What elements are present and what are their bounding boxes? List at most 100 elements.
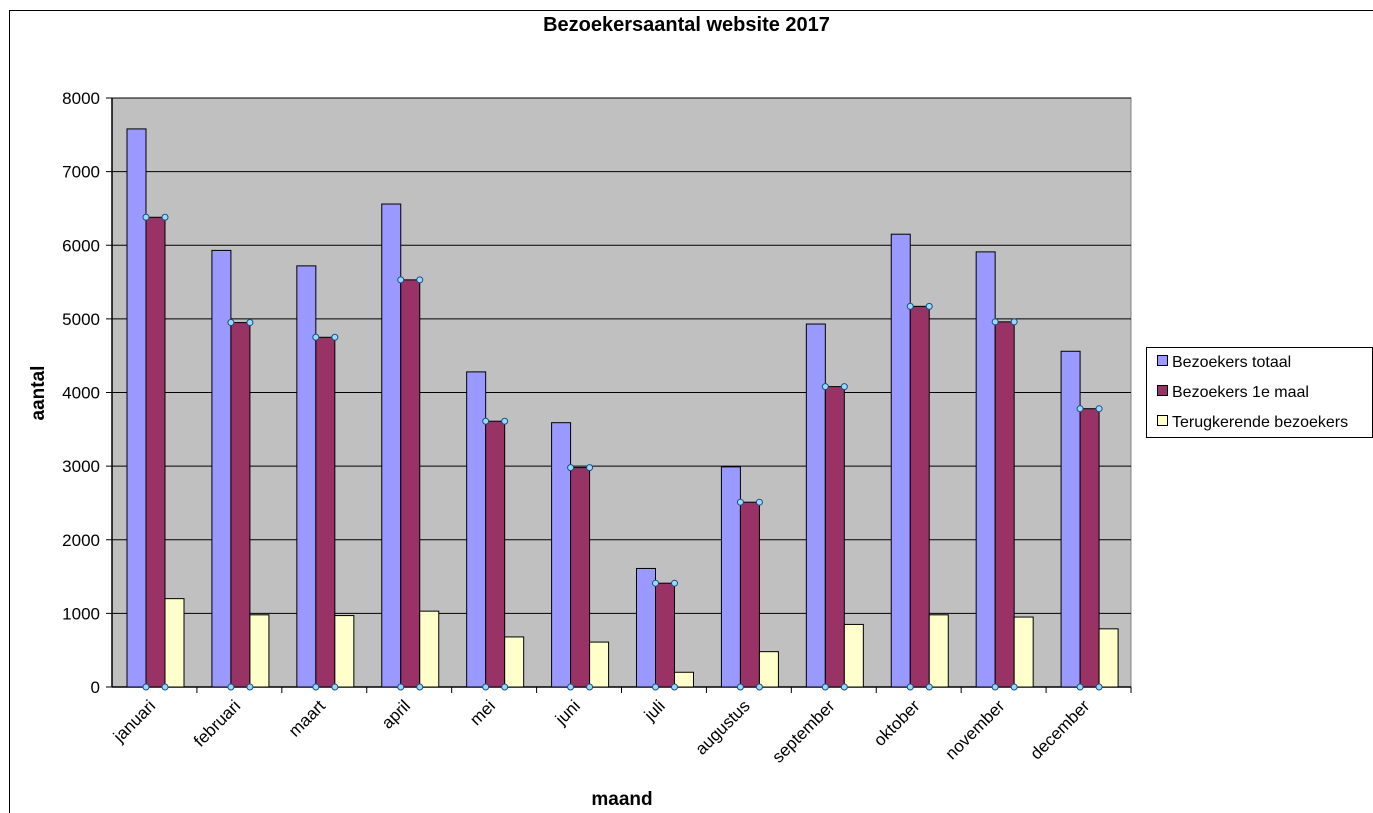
selection-handle — [1076, 683, 1084, 691]
selection-handle — [840, 683, 848, 691]
bar — [655, 582, 675, 688]
bar — [805, 323, 826, 688]
x-tick-label: maart — [285, 696, 329, 740]
selection-handle — [925, 683, 933, 691]
selection-handle — [991, 318, 999, 326]
bar — [381, 203, 402, 688]
selection-handle — [840, 383, 848, 391]
y-tick-label: 4000 — [62, 384, 100, 403]
legend-swatch-1e-maal — [1157, 385, 1168, 396]
bar — [975, 251, 996, 688]
bar — [570, 467, 591, 688]
selection-handle — [482, 417, 490, 425]
y-tick-label: 5000 — [62, 310, 100, 329]
selection-handle — [246, 683, 254, 691]
legend-label: Bezoekers totaal — [1172, 354, 1292, 371]
bar — [1098, 628, 1119, 688]
selection-handle — [416, 683, 424, 691]
selection-handle — [482, 683, 490, 691]
bar — [1013, 616, 1034, 688]
selection-handle — [142, 213, 150, 221]
legend-item-terugkerend: Terugkerende bezoekers — [1157, 414, 1348, 436]
bar — [504, 636, 525, 688]
selection-handle — [142, 683, 150, 691]
bar — [334, 615, 355, 688]
selection-handle — [821, 383, 829, 391]
bar — [1060, 350, 1081, 688]
chart-title: Bezoekersaantal website 2017 — [543, 14, 830, 36]
bar — [636, 567, 656, 688]
selection-handle — [567, 683, 575, 691]
bar — [249, 614, 270, 688]
selection-handle — [736, 683, 744, 691]
bar — [843, 623, 864, 688]
selection-handle — [652, 579, 659, 587]
legend-label: Terugkerende bezoekers — [1172, 414, 1349, 431]
bar — [230, 322, 251, 688]
bar — [1079, 408, 1100, 688]
selection-handle — [1010, 683, 1018, 691]
selection-handle — [586, 683, 594, 691]
x-tick-label: december — [1026, 696, 1093, 763]
bar — [551, 422, 572, 688]
bar — [994, 321, 1015, 688]
bar — [720, 466, 741, 688]
y-axis-label: aantal — [28, 366, 49, 421]
selection-handle — [397, 276, 405, 284]
bar — [211, 249, 232, 688]
x-tick-label: mei — [466, 696, 499, 729]
x-tick-label: september — [768, 696, 838, 766]
legend-swatch-totaal — [1157, 355, 1168, 366]
x-tick-label: november — [942, 696, 1009, 763]
y-tick-label: 6000 — [62, 236, 100, 255]
selection-handle — [501, 417, 509, 425]
bar — [296, 265, 317, 688]
selection-handle — [1076, 405, 1084, 413]
selection-handle — [1095, 683, 1103, 691]
selection-handle — [755, 683, 763, 691]
x-tick-label: oktober — [870, 696, 924, 750]
selection-handle — [501, 683, 509, 691]
bar — [145, 216, 166, 688]
selection-handle — [1095, 405, 1103, 413]
legend-label: Bezoekers 1e maal — [1172, 384, 1309, 401]
selection-handle — [671, 579, 678, 587]
y-tick-label: 8000 — [62, 89, 100, 108]
x-tick-label: juni — [551, 696, 584, 729]
x-tick-label: februari — [190, 696, 244, 750]
selection-handle — [312, 683, 320, 691]
selection-handle — [161, 683, 169, 691]
bar — [126, 128, 147, 688]
bar — [890, 233, 911, 688]
selection-handle — [736, 498, 744, 506]
y-tick-label: 3000 — [62, 457, 100, 476]
selection-handle — [246, 319, 254, 327]
selection-handle — [312, 333, 320, 341]
selection-handle — [586, 464, 594, 472]
selection-handle — [227, 319, 235, 327]
bar — [824, 386, 845, 688]
selection-handle — [227, 683, 235, 691]
x-tick-label: augustus — [691, 696, 753, 758]
bar — [909, 305, 930, 688]
selection-handle — [906, 683, 914, 691]
legend-swatch-terugkerend — [1157, 415, 1168, 426]
legend-item-1e-maal: Bezoekers 1e maal — [1157, 384, 1309, 406]
selection-handle — [161, 213, 169, 221]
x-tick-label: juli — [640, 696, 669, 725]
selection-handle — [906, 302, 914, 310]
selection-handle — [331, 333, 339, 341]
bar — [589, 641, 610, 688]
y-tick-label: 1000 — [62, 604, 100, 623]
selection-handle — [671, 683, 678, 691]
selection-handle — [1010, 318, 1018, 326]
selection-handle — [755, 498, 763, 506]
bar — [739, 501, 760, 688]
bar — [419, 610, 440, 688]
selection-handle — [397, 683, 405, 691]
bar — [485, 420, 506, 688]
bar — [466, 371, 487, 688]
bar — [758, 651, 779, 688]
selection-handle — [925, 302, 933, 310]
